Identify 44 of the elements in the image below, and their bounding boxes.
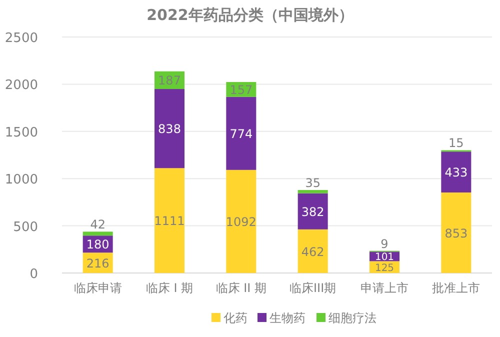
bar: [298, 229, 328, 273]
y-tick-label: 500: [13, 220, 38, 235]
data-label: 187: [158, 74, 181, 88]
x-tick-label: 申请上市: [360, 281, 408, 295]
data-label: 838: [158, 122, 181, 136]
y-tick-label: 0: [30, 267, 38, 282]
data-label: 157: [230, 83, 253, 97]
legend-label: 细胞疗法: [328, 311, 376, 325]
bar: [298, 193, 328, 230]
bar: [298, 190, 328, 194]
data-label: 853: [444, 226, 468, 240]
bar: [226, 96, 256, 170]
y-tick-label: 2500: [4, 31, 38, 46]
chart-title: 2022年药品分类（中国境外）: [146, 6, 354, 24]
data-label: 35: [305, 176, 320, 190]
data-label: 216: [86, 256, 110, 270]
data-label: 462: [301, 244, 324, 259]
bar: [154, 168, 184, 273]
bar: [226, 170, 256, 273]
x-tick-label: 临床III期: [290, 281, 336, 295]
data-label: 382: [301, 204, 324, 219]
data-label: 15: [448, 136, 464, 150]
bar: [82, 232, 113, 236]
y-tick-label: 1000: [4, 172, 38, 188]
data-label: 1092: [226, 215, 256, 230]
x-tick-label: 临床 II 期: [216, 281, 267, 295]
bar: [441, 152, 472, 192]
data-label: 125: [374, 262, 394, 274]
bar: [154, 89, 184, 168]
data-label: 774: [230, 126, 253, 141]
x-tick-label: 临床 I 期: [146, 281, 194, 295]
data-label: 9: [380, 236, 388, 251]
legend-label: 生物药: [270, 311, 306, 325]
y-tick-label: 2000: [4, 78, 38, 94]
data-label: 42: [90, 218, 106, 232]
data-label: 180: [86, 238, 110, 252]
x-tick-label: 临床申请: [74, 281, 122, 295]
data-label: 101: [374, 252, 394, 264]
legend-label: 化药: [224, 311, 248, 325]
bar: [441, 192, 472, 273]
y-tick-label: 1500: [4, 125, 38, 140]
data-label: 433: [444, 166, 468, 180]
x-tick-label: 批准上市: [432, 281, 480, 295]
data-label: 1111: [154, 214, 185, 228]
